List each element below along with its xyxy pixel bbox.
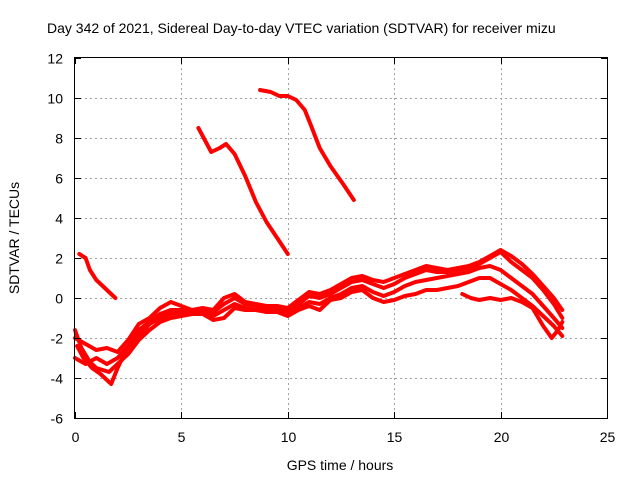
series-line-arc-late-lower (460, 292, 565, 340)
x-tick-label: 25 (600, 429, 616, 445)
y-tick-label: 8 (55, 131, 63, 147)
y-tick-label: 0 (55, 291, 63, 307)
chart-title: Day 342 of 2021, Sidereal Day-to-day VTE… (47, 20, 556, 36)
y-tick-label: 10 (47, 91, 63, 107)
y-tick-labels: -6 -4 -2 0 2 4 6 8 10 12 (47, 51, 63, 427)
grid (75, 58, 607, 418)
series-line-arc-d (73, 248, 565, 354)
series-line-arc-a (73, 276, 565, 374)
plot-frame (74, 57, 608, 419)
x-tick-labels: 0 5 10 15 20 25 (72, 429, 616, 445)
y-tick-label: -4 (51, 371, 64, 387)
y-tick-label: -6 (51, 411, 64, 427)
x-tick-label: 15 (387, 429, 403, 445)
series-layer (73, 88, 565, 386)
x-axis-label: GPS time / hours (287, 457, 394, 473)
x-tick-label: 5 (178, 429, 186, 445)
x-tick-label: 0 (72, 429, 80, 445)
y-axis-label: SDTVAR / TECUs (6, 182, 22, 294)
series-line-arc-b (75, 264, 565, 386)
series-line-arc-midday-descent (196, 126, 290, 256)
series-line-arc-midday-high (258, 88, 356, 202)
tick-marks (75, 58, 608, 419)
y-tick-label: 12 (47, 51, 63, 67)
x-tick-label: 10 (281, 429, 297, 445)
y-tick-label: 4 (55, 211, 63, 227)
y-tick-label: 6 (55, 171, 63, 187)
series-line-arc-morning-upper (77, 252, 118, 300)
y-tick-label: -2 (51, 331, 64, 347)
x-tick-label: 20 (494, 429, 510, 445)
y-tick-label: 2 (55, 251, 63, 267)
